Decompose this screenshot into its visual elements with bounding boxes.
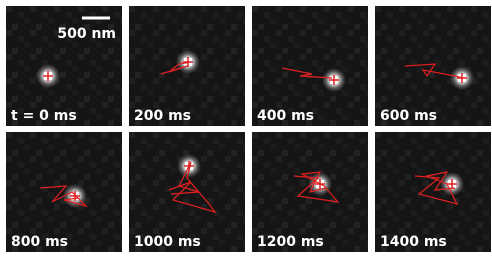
time-label: 1000 ms [134,234,201,250]
frame: t = 0 ms 500 nm [6,6,122,126]
frame: 1000 ms [129,132,245,252]
time-label: 400 ms [257,108,314,124]
frame: 800 ms [6,132,122,252]
frame: 1400 ms [375,132,491,252]
frame: 600 ms [375,6,491,126]
time-label: 1200 ms [257,234,324,250]
time-label: 600 ms [380,108,437,124]
time-label: 1400 ms [380,234,447,250]
time-label: 200 ms [134,108,191,124]
frame: 400 ms [252,6,368,126]
frame: 200 ms [129,6,245,126]
scale-bar-label: 500 nm [57,26,116,42]
frame: 1200 ms [252,132,368,252]
figure: t = 0 ms 500 nm 200 ms 400 ms 600 ms 800 ms 10… [0,0,492,252]
time-label: t = 0 ms [11,108,77,124]
time-label: 800 ms [11,234,68,250]
